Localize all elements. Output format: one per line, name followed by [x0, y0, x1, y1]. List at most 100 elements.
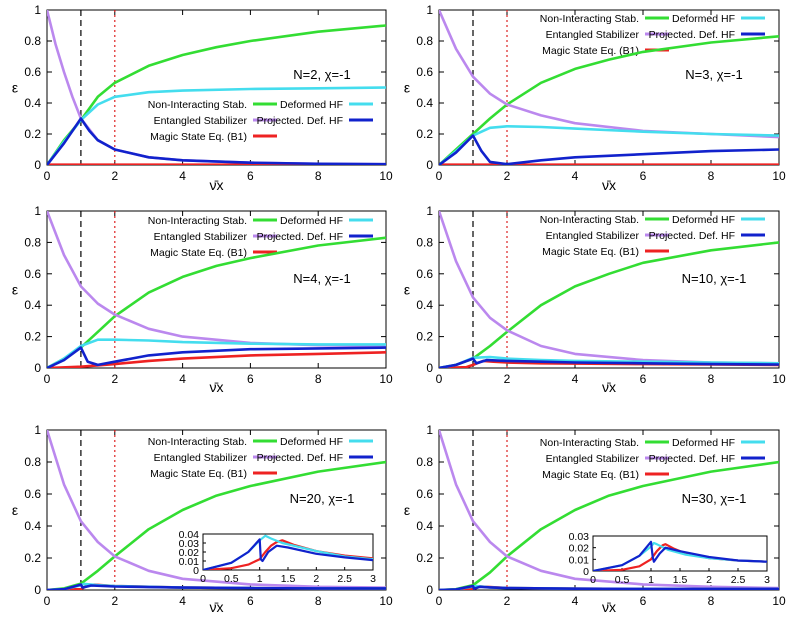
legend-label: Deformed HF	[672, 437, 735, 449]
x-axis-label: ν̄x	[210, 177, 224, 193]
y-tick-label: 0	[426, 158, 433, 172]
x-tick-label: 2	[111, 169, 118, 183]
legend-label: Projected. Def. HF	[649, 453, 735, 465]
y-axis-label: ε	[12, 502, 18, 518]
y-tick-label: 0.4	[24, 519, 41, 533]
inset-x-tick-label: 0	[590, 574, 596, 586]
series-line-projected-def-hf	[47, 346, 386, 368]
series-line-non-interacting-stab-	[439, 241, 779, 368]
x-tick-label: 0	[436, 169, 443, 183]
y-tick-label: 0.2	[24, 330, 41, 344]
series-line-projected-def-hf	[47, 583, 386, 590]
inset-y-tick-label: 0.01	[569, 554, 590, 566]
series-line-entangled-stabilizer	[47, 430, 386, 589]
y-tick-label: 1	[34, 423, 41, 437]
inset-y-tick-label: 0.04	[179, 529, 200, 541]
y-tick-label: 0.4	[24, 298, 41, 312]
panel-annotation: N=30, χ=-1	[682, 491, 747, 506]
chart-panel-3: 0 2 4 6 8 10 0 0.2 0.4 0.6 0.8 1 ν̄x ε Non-Interacting…	[12, 204, 393, 395]
inset-y-tick-label: 0.03	[569, 531, 590, 543]
x-tick-label: 10	[772, 594, 786, 608]
legend-label: Deformed HF	[280, 215, 343, 227]
y-axis-label: ε	[404, 282, 410, 298]
x-tick-label: 6	[247, 594, 254, 608]
legend-label: Projected. Def. HF	[257, 115, 343, 127]
x-axis-label: ν̄x	[210, 599, 224, 615]
series-line-magic-state-eq-b1-	[47, 351, 386, 368]
y-tick-label: 0.2	[416, 330, 433, 344]
panel-annotation: N=2, χ=-1	[293, 67, 350, 82]
inset-x-tick-label: 1.5	[281, 573, 296, 585]
x-tick-label: 2	[111, 372, 118, 386]
y-tick-label: 0.8	[24, 34, 41, 48]
x-tick-label: 10	[772, 372, 786, 386]
inset-x-tick-label: 0.5	[615, 574, 630, 586]
x-tick-label: 8	[315, 594, 322, 608]
x-tick-label: 0	[436, 594, 443, 608]
x-tick-label: 4	[572, 169, 579, 183]
x-tick-label: 4	[179, 169, 186, 183]
legend-label: Non-Interacting Stab.	[540, 214, 639, 226]
y-tick-label: 0.6	[416, 267, 433, 281]
x-tick-label: 0	[44, 169, 51, 183]
legend-label: Projected. Def. HF	[257, 231, 343, 243]
y-tick-label: 0.6	[24, 267, 41, 281]
series-line-deformed-hf	[439, 125, 779, 165]
inset-plot: 0 0.5 1 1.5 2 2.5 3 00.010.020.03	[569, 531, 771, 586]
inset-y-tick-label: 0.02	[179, 547, 200, 559]
y-tick-label: 1	[34, 204, 41, 218]
x-axis-label: ν̄x	[210, 379, 224, 395]
inset-y-tick-label: 0	[583, 566, 589, 578]
inset-y-tick-label: 0	[193, 565, 199, 577]
inset-plot: 0 0.5 1 1.5 2 2.5 3 00.010.020.030.04	[179, 529, 377, 585]
plot-frame	[46, 210, 387, 369]
inset-x-tick-label: 2.5	[731, 574, 746, 586]
legend-label: Projected. Def. HF	[649, 230, 735, 242]
x-axis-label: ν̄x	[602, 379, 616, 395]
legend-label: Magic State Eq. (B1)	[150, 131, 247, 143]
x-tick-label: 2	[504, 372, 511, 386]
y-tick-label: 0.8	[24, 235, 41, 249]
y-tick-label: 0.8	[416, 235, 433, 249]
legend-label: Entangled Stabilizer	[154, 452, 248, 464]
legend-label: Deformed HF	[672, 13, 735, 25]
x-tick-label: 8	[708, 169, 715, 183]
panel-annotation: N=4, χ=-1	[293, 271, 350, 286]
chart-panel-5: 0 2 4 6 8 1000.20.40.60.81ν̄xεNon-Interacting…	[12, 423, 393, 615]
y-tick-label: 0.6	[416, 65, 433, 79]
inset-x-tick-label: 2.5	[337, 573, 352, 585]
x-tick-label: 0	[44, 372, 51, 386]
x-tick-label: 10	[379, 169, 393, 183]
inset-series-line-projected-def-hf	[203, 538, 373, 570]
panel-annotation: N=20, χ=-1	[290, 491, 355, 506]
inset-y-tick-label: 0.01	[179, 556, 200, 568]
x-tick-label: 8	[315, 372, 322, 386]
inset-x-tick-label: 3	[370, 573, 376, 585]
x-tick-label: 8	[708, 594, 715, 608]
y-tick-label: 0.4	[416, 96, 433, 110]
y-tick-label: 0	[34, 158, 41, 172]
y-tick-label: 0	[34, 361, 41, 375]
panel-annotation: N=3, χ=-1	[685, 67, 742, 82]
x-tick-label: 0	[436, 372, 443, 386]
series-line-entangled-stabilizer	[439, 430, 779, 590]
y-axis-label: ε	[404, 502, 410, 518]
x-tick-label: 10	[379, 594, 393, 608]
inset-x-tick-label: 3	[764, 574, 770, 586]
legend-label: Entangled Stabilizer	[546, 230, 640, 242]
y-tick-label: 0.8	[416, 34, 433, 48]
x-tick-label: 2	[111, 594, 118, 608]
inset-x-tick-label: 0	[200, 573, 206, 585]
series-line-projected-def-hf	[439, 134, 779, 165]
x-tick-label: 6	[640, 372, 647, 386]
x-tick-label: 10	[379, 372, 393, 386]
y-tick-label: 1	[426, 204, 433, 218]
x-axis-label: ν̄x	[602, 599, 616, 615]
x-tick-label: 4	[572, 372, 579, 386]
legend-label: Non-Interacting Stab.	[540, 13, 639, 25]
legend-label: Deformed HF	[672, 214, 735, 226]
y-axis-label: ε	[404, 80, 410, 96]
legend-label: Magic State Eq. (B1)	[150, 468, 247, 480]
legend-label: Projected. Def. HF	[649, 29, 735, 41]
